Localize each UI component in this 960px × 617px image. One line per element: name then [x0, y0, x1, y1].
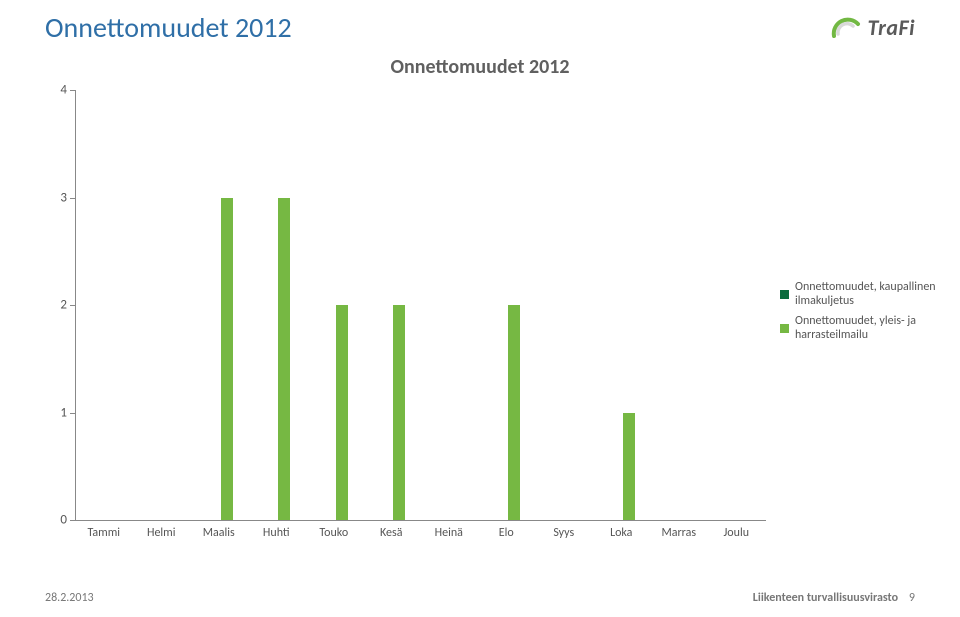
bar — [336, 305, 348, 520]
chart: 0 1 2 3 4 Tammi Helmi Maalis Huhti Touko Kesä Hein… — [45, 80, 915, 550]
legend-label: Onnettomuudet, yleis- ja harrasteilmailu — [795, 314, 960, 342]
x-tick-label: Tammi — [87, 526, 120, 540]
plot-area — [75, 90, 766, 521]
legend-item: Onnettomuudet, kaupallinen ilmakuljetus — [780, 280, 960, 308]
x-tick-label: Elo — [499, 526, 514, 540]
x-tick-label: Marras — [661, 526, 696, 540]
y-tick-label: 4 — [45, 83, 67, 98]
bar — [623, 413, 635, 521]
x-tick-label: Heinä — [435, 526, 463, 540]
footer-page-number: 9 — [909, 591, 915, 605]
footer-date: 28.2.2013 — [45, 591, 94, 605]
legend-label: Onnettomuudet, kaupallinen ilmakuljetus — [795, 280, 960, 308]
legend-swatch — [780, 324, 789, 333]
bar — [393, 305, 405, 520]
trafi-swoosh-icon — [828, 10, 862, 44]
x-tick-label: Touko — [319, 526, 348, 540]
y-tick-label: 2 — [45, 298, 67, 313]
footer-org: Liikenteen turvallisuusvirasto 9 — [753, 591, 915, 605]
chart-title: Onnettomuudet 2012 — [0, 55, 960, 79]
x-tick-label: Huhti — [263, 526, 290, 540]
x-tick-label: Kesä — [380, 526, 402, 540]
bar — [221, 198, 233, 521]
legend-item: Onnettomuudet, yleis- ja harrasteilmailu — [780, 314, 960, 342]
legend-swatch — [780, 290, 789, 299]
trafi-logo: TraFi — [828, 10, 915, 44]
x-tick-label: Helmi — [147, 526, 176, 540]
y-tick-label: 0 — [45, 513, 67, 528]
x-tick-label: Maalis — [203, 526, 235, 540]
y-tick-label: 3 — [45, 190, 67, 205]
bar — [278, 198, 290, 521]
x-tick-label: Joulu — [723, 526, 749, 540]
bar — [508, 305, 520, 520]
legend: Onnettomuudet, kaupallinen ilmakuljetus O… — [780, 280, 960, 348]
footer-org-text: Liikenteen turvallisuusvirasto — [753, 591, 898, 605]
y-tick-label: 1 — [45, 405, 67, 420]
x-tick-label: Syys — [553, 526, 574, 540]
page-title: Onnettomuudet 2012 — [45, 10, 292, 45]
trafi-logo-text: TraFi — [868, 14, 915, 41]
x-tick-label: Loka — [610, 526, 632, 540]
